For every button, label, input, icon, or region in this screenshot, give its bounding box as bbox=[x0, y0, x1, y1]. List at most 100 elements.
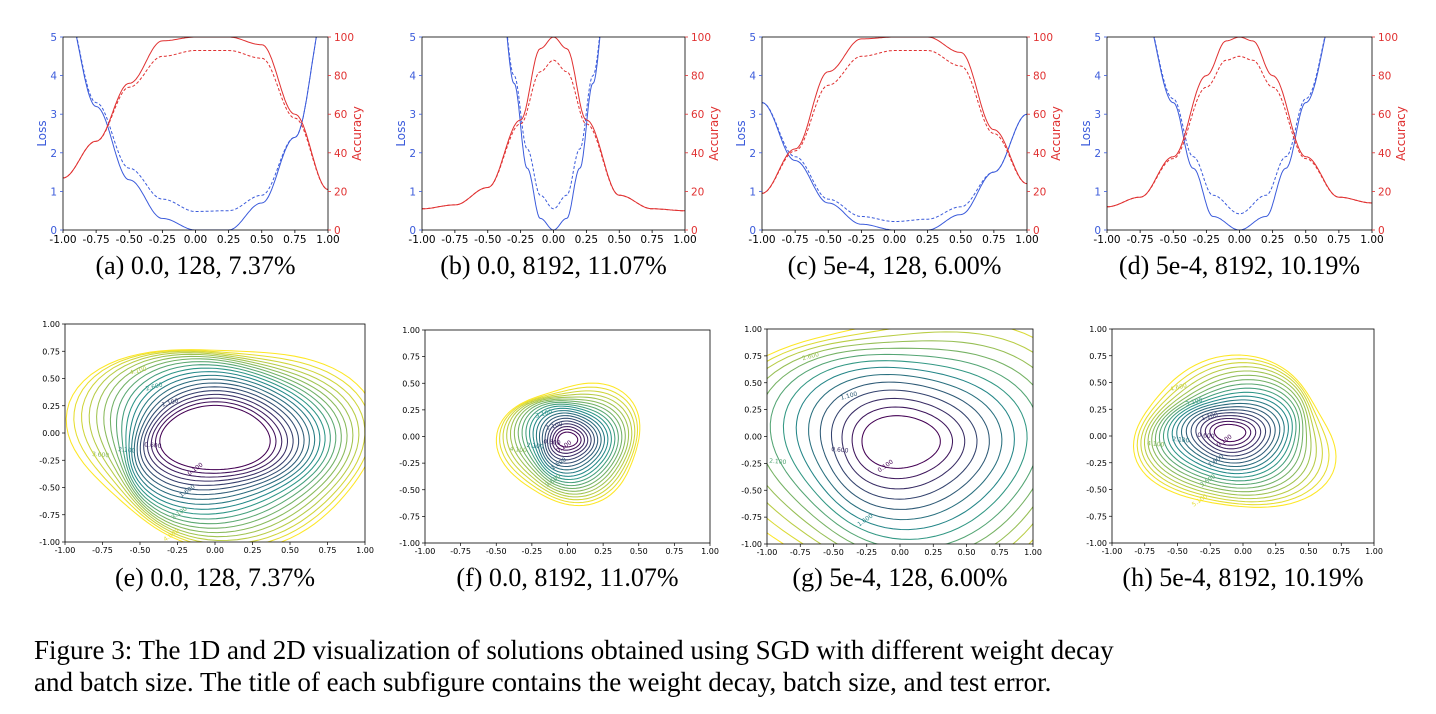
contour-line bbox=[73, 349, 365, 542]
y-right-tick-label: 0 bbox=[1378, 225, 1385, 237]
contour-line bbox=[499, 386, 639, 504]
contour-line bbox=[1185, 406, 1276, 464]
contour-line bbox=[103, 355, 348, 534]
contour-line bbox=[782, 360, 1028, 540]
y-left-tick-label: 5 bbox=[1094, 32, 1101, 44]
loss-solid-line bbox=[506, 37, 601, 230]
contour-line bbox=[88, 352, 360, 542]
x-tick-label: -0.25 bbox=[167, 546, 188, 555]
x-tick-label: -1.00 bbox=[408, 234, 435, 246]
accuracy-dashed-line bbox=[63, 50, 328, 190]
x-tick-label: -0.50 bbox=[1167, 547, 1188, 556]
x-tick-label: 0.25 bbox=[1267, 547, 1285, 556]
y-right-axis-label: Accuracy bbox=[1394, 106, 1408, 161]
y-tick-label: 0.00 bbox=[42, 429, 60, 438]
y-left-tick-label: 5 bbox=[50, 32, 57, 44]
contour-panel-e: 0.1000.6001.1001.6002.1002.6003.1003.600… bbox=[39, 320, 374, 592]
contour-line bbox=[506, 393, 633, 498]
y-left-tick-label: 5 bbox=[409, 32, 416, 44]
y-left-axis-label: Loss bbox=[35, 120, 49, 146]
x-tick-label: 0.25 bbox=[217, 234, 240, 246]
x-tick-label: 0.25 bbox=[916, 234, 939, 246]
contour-line bbox=[767, 340, 1033, 544]
y-left-tick-label: 4 bbox=[409, 71, 416, 83]
x-tick-label: -0.50 bbox=[823, 548, 844, 557]
y-tick-label: -1.00 bbox=[399, 539, 420, 548]
figure-caption: Figure 3: The 1D and 2D visualization of… bbox=[34, 634, 1424, 698]
y-tick-label: 0.00 bbox=[402, 433, 420, 442]
y-left-tick-label: 4 bbox=[1094, 71, 1101, 83]
contour-line bbox=[509, 396, 630, 495]
contour-line bbox=[133, 378, 310, 500]
contour-line bbox=[65, 349, 365, 542]
plot-frame bbox=[1111, 328, 1375, 544]
x-tick-label: -0.50 bbox=[474, 234, 501, 246]
x-tick-label: 0.25 bbox=[575, 234, 598, 246]
y-right-tick-label: 20 bbox=[334, 186, 347, 198]
y-tick-label: 0.25 bbox=[1089, 405, 1107, 414]
figure-canvas: -1.00 -0.75 -0.50 -0.25 0.00 0.25 0.50 0.75 1.00… bbox=[35, 32, 1408, 592]
y-left-axis-label: Loss bbox=[394, 120, 408, 146]
subfigure-title: (b) 0.0, 8192, 11.07% bbox=[440, 251, 667, 280]
y-tick-label: -1.00 bbox=[741, 540, 762, 549]
contour-line bbox=[554, 428, 582, 451]
y-left-tick-label: 4 bbox=[749, 71, 756, 83]
accuracy-dashed-line bbox=[762, 50, 1027, 194]
y-right-tick-label: 80 bbox=[334, 71, 347, 83]
y-left-tick-label: 1 bbox=[409, 186, 416, 198]
x-tick-label: 0.50 bbox=[250, 234, 273, 246]
x-tick-label: 0.75 bbox=[982, 234, 1005, 246]
y-tick-label: 1.00 bbox=[1089, 325, 1107, 334]
contour-level-label: 2.100 bbox=[1172, 436, 1190, 444]
y-right-axis-label: Accuracy bbox=[350, 106, 364, 161]
x-tick-label: 0.00 bbox=[184, 234, 207, 246]
y-left-tick-label: 0 bbox=[749, 225, 756, 237]
x-tick-label: -1.00 bbox=[55, 546, 76, 555]
contour-area: 0.1000.6001.1001.6002.1003.1003.6004.100… bbox=[1132, 354, 1337, 509]
x-tick-label: 1.00 bbox=[316, 234, 339, 246]
y-tick-label: -0.50 bbox=[39, 484, 60, 493]
contour-line bbox=[502, 390, 636, 501]
y-tick-label: 0.75 bbox=[402, 353, 420, 362]
caption-line-2: and batch size. The title of each subfig… bbox=[34, 667, 1052, 697]
contour-line bbox=[795, 366, 1015, 531]
contour-panel-h: 0.1000.6001.1001.6002.1003.1003.6004.100… bbox=[1086, 325, 1383, 592]
y-right-tick-label: 40 bbox=[1378, 148, 1391, 160]
y-tick-label: 0.25 bbox=[402, 406, 420, 415]
subfigure-title: (h) 5e-4, 8192, 10.19% bbox=[1122, 563, 1363, 592]
x-tick-label: -1.00 bbox=[748, 234, 775, 246]
loss-dashed-line bbox=[76, 37, 317, 212]
y-tick-label: 0.25 bbox=[744, 406, 762, 415]
x-tick-label: -0.50 bbox=[130, 546, 151, 555]
y-right-axis-label: Accuracy bbox=[1049, 106, 1063, 161]
plot-frame bbox=[1106, 36, 1373, 231]
loss-dashed-line bbox=[1153, 37, 1326, 215]
y-right-tick-label: 100 bbox=[691, 32, 711, 44]
y-right-tick-label: 80 bbox=[691, 71, 704, 83]
x-tick-label: 0.00 bbox=[891, 548, 909, 557]
contour-line bbox=[1136, 358, 1330, 506]
plot-frame bbox=[64, 323, 366, 543]
y-tick-label: 0.50 bbox=[402, 379, 420, 388]
contour-line bbox=[128, 371, 321, 510]
y-tick-label: 0.50 bbox=[744, 379, 762, 388]
y-tick-label: -0.25 bbox=[1086, 459, 1107, 468]
plot-frame bbox=[421, 36, 686, 231]
y-right-tick-label: 20 bbox=[691, 186, 704, 198]
contour-line bbox=[1180, 402, 1281, 468]
contour-line bbox=[767, 347, 1033, 544]
contour-line bbox=[81, 350, 365, 542]
contour-line bbox=[808, 373, 1003, 521]
y-left-tick-label: 1 bbox=[1094, 186, 1101, 198]
accuracy-dashed-line bbox=[1107, 55, 1372, 208]
contour-line bbox=[1195, 412, 1267, 457]
contour-line bbox=[535, 410, 606, 474]
x-tick-label: -1.00 bbox=[1102, 547, 1123, 556]
x-tick-label: 0.25 bbox=[594, 547, 612, 556]
contour-panel-f: 0.1000.6001.1001.6002.1003.1003.6004.100… bbox=[399, 326, 719, 592]
contour-line bbox=[1151, 374, 1308, 493]
contour-line bbox=[851, 406, 954, 480]
contour-line bbox=[143, 390, 294, 486]
y-left-tick-label: 1 bbox=[749, 186, 756, 198]
contour-line bbox=[1143, 366, 1317, 500]
